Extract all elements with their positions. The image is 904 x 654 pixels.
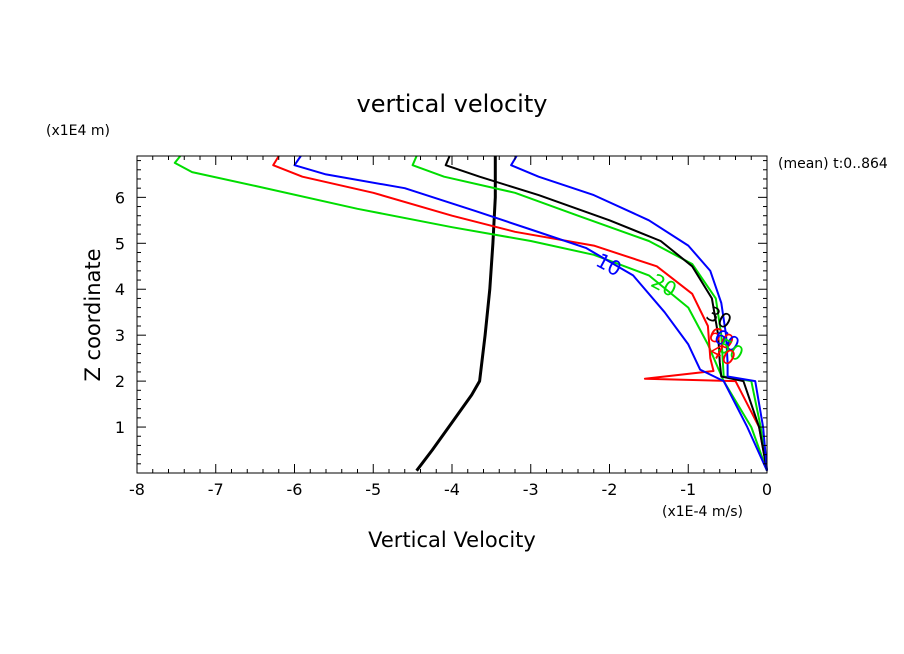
series-layer xyxy=(173,155,768,472)
x-tick-label: -1 xyxy=(680,480,696,499)
x-tick-label: -6 xyxy=(287,480,303,499)
y-tick-label: 2 xyxy=(115,372,125,391)
x-tick-label: -7 xyxy=(208,480,224,499)
x-tick-label: -8 xyxy=(129,480,145,499)
series-line-2 xyxy=(173,155,768,472)
series-line-4 xyxy=(293,155,768,472)
y-tick-label: 1 xyxy=(115,418,125,437)
y-tick-label: 6 xyxy=(115,188,125,207)
x-unit-label: (x1E-4 m/s) xyxy=(662,504,743,520)
x-tick-label: -2 xyxy=(602,480,618,499)
y-axis-label: Z coordinate xyxy=(81,248,105,381)
series-line-3 xyxy=(272,155,768,471)
y-tick-label: 5 xyxy=(115,234,125,253)
axes-layer: -8 -7 -6 -5 -4 -3 -2 -1 0 1 2 3 4 5 6 xyxy=(115,155,772,499)
series-line-6 xyxy=(444,155,768,471)
y-tick-label: 4 xyxy=(115,280,125,299)
x-tick-label: -5 xyxy=(365,480,381,499)
contour-label-1: 10 xyxy=(592,248,626,281)
y-tick-label: 3 xyxy=(115,326,125,345)
series-line-1 xyxy=(415,156,497,472)
x-tick-label: -3 xyxy=(523,480,539,499)
y-unit-label: (x1E4 m) xyxy=(46,123,110,139)
time-annotation: (mean) t:0..864 xyxy=(778,156,888,172)
series-line-7 xyxy=(510,155,768,471)
x-tick-label: 0 xyxy=(762,480,772,499)
x-tick-label: -4 xyxy=(444,480,460,499)
chart-title: vertical velocity xyxy=(357,90,548,118)
x-axis-label: Vertical Velocity xyxy=(368,528,536,552)
